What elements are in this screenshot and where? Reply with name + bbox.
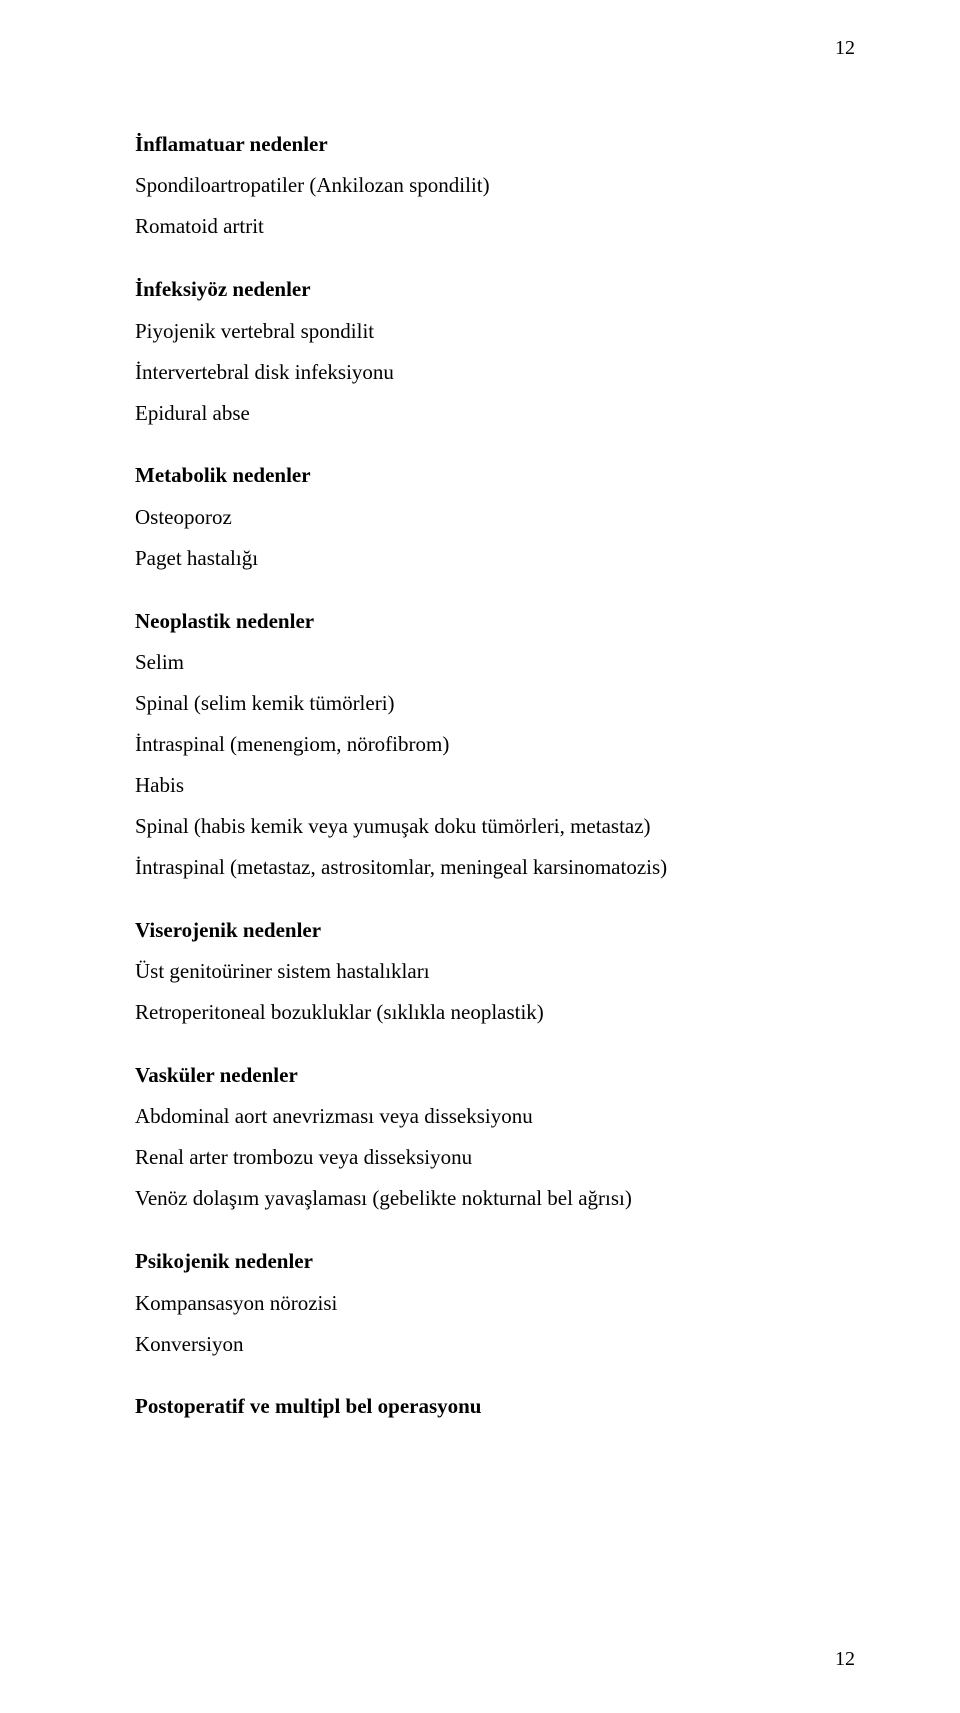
section-heading: Metabolik nedenler <box>135 461 855 490</box>
body-line: Renal arter trombozu veya disseksiyonu <box>135 1137 855 1178</box>
body-line: Retroperitoneal bozukluklar (sıklıkla ne… <box>135 992 855 1033</box>
body-line: İntervertebral disk infeksiyonu <box>135 352 855 393</box>
body-line: Spinal (selim kemik tümörleri) <box>135 683 855 724</box>
document-body: İnflamatuar nedenler Spondiloartropatile… <box>135 130 855 1428</box>
body-line: İntraspinal (metastaz, astrositomlar, me… <box>135 847 855 888</box>
section-heading: İnflamatuar nedenler <box>135 130 855 159</box>
page-number-bottom: 12 <box>835 1648 855 1671</box>
body-line: Kompansasyon nörozisi <box>135 1283 855 1324</box>
body-line: Venöz dolaşım yavaşlaması (gebelikte nok… <box>135 1178 855 1219</box>
section-heading: Psikojenik nedenler <box>135 1247 855 1276</box>
body-line: Romatoid artrit <box>135 206 855 247</box>
body-line: Piyojenik vertebral spondilit <box>135 311 855 352</box>
section-heading: İnfeksiyöz nedenler <box>135 275 855 304</box>
section-heading: Vasküler nedenler <box>135 1061 855 1090</box>
body-line: Habis <box>135 765 855 806</box>
body-line: Selim <box>135 642 855 683</box>
page-number-top: 12 <box>835 37 855 60</box>
body-line: Spinal (habis kemik veya yumuşak doku tü… <box>135 806 855 847</box>
body-line: Osteoporoz <box>135 497 855 538</box>
body-line: Paget hastalığı <box>135 538 855 579</box>
section-heading: Postoperatif ve multipl bel operasyonu <box>135 1392 855 1421</box>
section-heading: Viserojenik nedenler <box>135 916 855 945</box>
body-line: Epidural abse <box>135 393 855 434</box>
body-line: Konversiyon <box>135 1324 855 1365</box>
body-line: Spondiloartropatiler (Ankilozan spondili… <box>135 165 855 206</box>
section-heading: Neoplastik nedenler <box>135 607 855 636</box>
body-line: Abdominal aort anevrizması veya disseksi… <box>135 1096 855 1137</box>
body-line: Üst genitoüriner sistem hastalıkları <box>135 951 855 992</box>
body-line: İntraspinal (menengiom, nörofibrom) <box>135 724 855 765</box>
